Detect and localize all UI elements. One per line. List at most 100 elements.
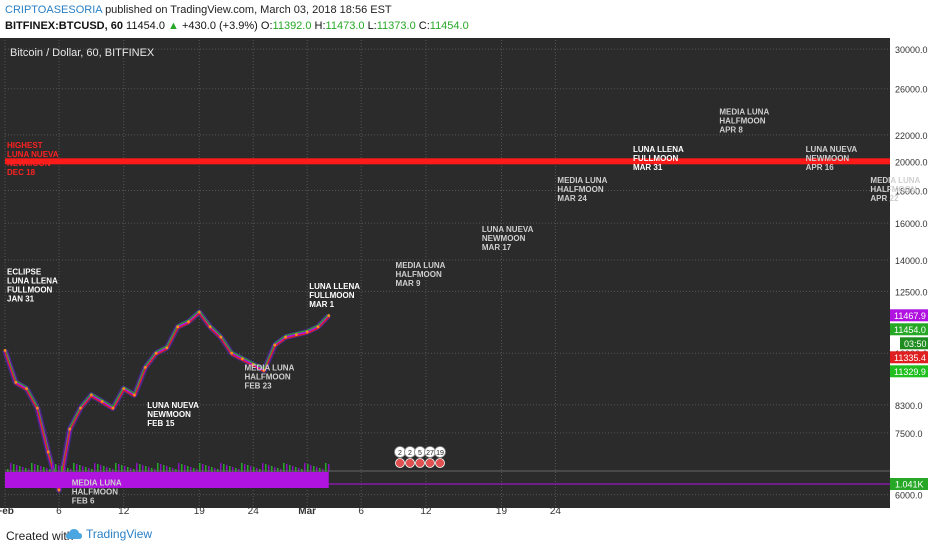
volume-bar <box>229 466 231 472</box>
volume-bar <box>139 464 141 472</box>
moon-annotation: LUNA NUEVA NEWMOON FEB 15 <box>147 401 199 428</box>
x-tick-label: 19 <box>496 506 508 517</box>
volume-bar <box>43 467 45 472</box>
x-tick-label: 19 <box>194 506 206 517</box>
volume-bar <box>103 466 105 472</box>
volume-bar <box>136 463 138 472</box>
annotation-line: MAR 1 <box>309 300 334 309</box>
moon-annotation: MEDIA LUNA HALFMOON APR 8 <box>719 107 769 134</box>
volume-bar <box>73 463 75 472</box>
annotation-line: MEDIA LUNA <box>719 107 769 116</box>
price-point <box>154 351 158 355</box>
volume-bar <box>205 465 207 472</box>
annotation-line: MAR 31 <box>633 163 663 172</box>
volume-bar <box>100 465 102 472</box>
moon-annotation: HIGHEST LUNA NUEVA NEWMOON DEC 18 <box>7 141 59 177</box>
volume-bar <box>202 464 204 472</box>
y-tick-label: 7500.0 <box>895 429 923 439</box>
low-value: 11373.0 <box>376 20 416 32</box>
volume-bar <box>64 467 66 472</box>
price-label-text: 11335.4 <box>894 353 926 363</box>
price-line-down <box>4 313 330 493</box>
volume-bar <box>109 468 111 472</box>
volume-bar <box>10 463 12 472</box>
volume-bar <box>58 465 60 472</box>
volume-bar <box>265 464 267 472</box>
annotation-line: FEB 15 <box>147 419 175 428</box>
price-point <box>176 325 180 329</box>
annotation-line: HALFMOON <box>557 185 603 194</box>
volume-bar <box>169 467 171 472</box>
volume-bar <box>127 467 129 472</box>
volume-bar <box>46 468 48 472</box>
volume-bar <box>37 465 39 472</box>
moon-annotation: MEDIA LUNA HALFMOON FEB 6 <box>72 479 122 506</box>
y-tick-label: 16000.0 <box>895 219 928 229</box>
price-label-box <box>890 309 928 322</box>
volume-bar <box>172 468 174 472</box>
x-tick-label: 12 <box>118 506 130 517</box>
price-label-text: 11329.9 <box>894 367 926 377</box>
tradingview-logo[interactable]: TradingView <box>66 527 152 541</box>
close-label: C: <box>418 20 430 32</box>
price-point <box>197 310 201 314</box>
volume-bar <box>142 465 144 472</box>
annotation-line: FEB 6 <box>72 497 95 506</box>
price-chart[interactable]: 6000.07500.08300.010000.012500.014000.01… <box>0 38 932 518</box>
moon-annotation: LUNA NUEVA NEWMOON APR 16 <box>806 145 858 172</box>
volume-bar <box>55 464 57 472</box>
price-point <box>295 333 298 336</box>
annotation-line: FULLMOON <box>633 154 679 163</box>
price-point <box>111 406 115 410</box>
annotation-line: FULLMOON <box>309 291 355 300</box>
volume-bar <box>235 468 237 472</box>
volume-bar <box>13 464 15 472</box>
price-point <box>89 393 93 397</box>
volume-bar <box>16 465 18 472</box>
price-point <box>79 406 82 410</box>
volume-bar <box>19 466 21 472</box>
price-point <box>305 330 309 334</box>
annotation-line: NEWMOON <box>7 159 51 168</box>
price-point <box>284 335 288 339</box>
volume-bar <box>157 463 159 472</box>
annotation-line: HALFMOON <box>719 116 765 125</box>
author-link[interactable]: CRIPTOASESORIA <box>5 4 102 16</box>
low-label: L: <box>367 20 377 32</box>
volume-bar <box>52 463 54 472</box>
price-label-text: 11467.9 <box>894 311 926 321</box>
event-marker <box>434 446 446 458</box>
annotation-line: MEDIA LUNA <box>396 261 446 270</box>
y-tick-label: 30000.0 <box>895 45 928 55</box>
price-label-box <box>890 323 928 336</box>
volume-bar <box>223 464 225 472</box>
volume-bar <box>151 468 153 472</box>
volume-bar <box>277 468 279 472</box>
volume-bar <box>115 463 117 472</box>
ohlc-line: BITFINEX:BTCUSD, 60 11454.0 ▲ +430.0 (+3… <box>5 20 469 32</box>
volume-bar <box>313 466 315 472</box>
created-with-text: Created with <box>6 529 74 543</box>
volume-bar <box>268 465 270 472</box>
volume-bar <box>22 467 24 472</box>
annotation-line: LUNA NUEVA <box>7 150 59 159</box>
countdown-label: 03:50 <box>904 339 927 349</box>
price-label-text: 11454.0 <box>894 325 926 335</box>
event-marker-label: 27 <box>426 450 434 457</box>
price-point <box>143 366 147 369</box>
high-label: H: <box>314 20 326 32</box>
volume-bar <box>94 463 96 472</box>
volume-bar <box>148 467 150 472</box>
price-point <box>273 343 277 347</box>
annotation-line: HALFMOON <box>244 372 290 381</box>
chart-footer: Created with TradingView <box>0 518 932 550</box>
volume-bar <box>304 463 306 472</box>
volume-bar <box>106 467 108 472</box>
price-point <box>35 406 39 410</box>
moon-annotation: ECLIPSE LUNA LLENA FULLMOON JAN 31 <box>7 267 58 303</box>
volume-bar <box>220 463 222 472</box>
price-point <box>219 335 223 339</box>
volume-bar <box>163 465 165 472</box>
x-tick-label: 24 <box>550 506 562 517</box>
price-point <box>122 387 126 390</box>
